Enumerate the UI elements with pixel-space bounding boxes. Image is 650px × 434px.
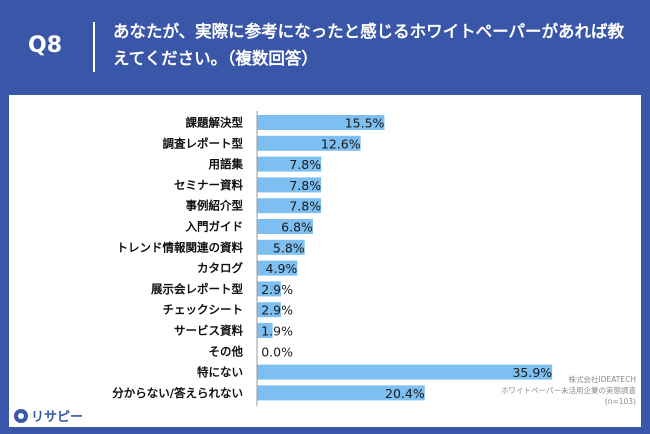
bar xyxy=(257,219,313,234)
value-label: 2.9% xyxy=(261,303,293,318)
category-label: 事例紹介型 xyxy=(186,199,244,213)
value-label: 15.5% xyxy=(345,116,385,131)
question-text: あなたが、実際に参考になったと感じるホワイトペーパーがあれば教えてください。（複… xyxy=(113,22,625,68)
value-label: 5.8% xyxy=(273,240,305,255)
bar xyxy=(257,385,425,401)
question-label: Q8 xyxy=(28,33,63,58)
category-label: 調査レポート型 xyxy=(163,136,244,150)
header: Q8 あなたが、実際に参考になったと感じるホワイトペーパーがあれば教えてください… xyxy=(0,0,650,90)
value-label: 7.8% xyxy=(289,157,321,172)
chart-panel: 課題解決型 15.5% 調査レポート型 12.6% 用語集 7.8% セミナー資料 7.8% 事… xyxy=(9,95,641,427)
bar xyxy=(257,323,273,338)
value-label: 7.8% xyxy=(289,178,321,193)
bar xyxy=(257,198,322,214)
category-label: 展示会レポート型 xyxy=(150,282,243,296)
value-label: 20.4% xyxy=(385,386,425,401)
header-divider xyxy=(93,22,95,72)
value-label: 35.9% xyxy=(512,365,552,380)
bar xyxy=(257,156,322,172)
bar xyxy=(257,260,298,276)
credit-company: 株式会社IDEATECH xyxy=(568,375,636,384)
category-label: 用語集 xyxy=(208,157,244,171)
bar xyxy=(257,135,361,151)
category-label: トレンド情報関連の資料 xyxy=(117,240,244,254)
credit-sample-size: (n=103) xyxy=(604,397,636,406)
bar xyxy=(257,281,281,297)
category-label: 課題解決型 xyxy=(186,116,244,130)
category-label: その他 xyxy=(209,344,244,358)
value-label: 6.8% xyxy=(281,220,313,235)
bar xyxy=(257,364,553,380)
value-label: 12.6% xyxy=(321,136,361,151)
value-label: 0.0% xyxy=(261,344,293,359)
category-label: 入門ガイド xyxy=(186,220,244,234)
category-label: 特にない xyxy=(197,365,243,379)
bar xyxy=(257,177,322,193)
category-label: 分からない/答えられない xyxy=(112,386,243,400)
category-label: サービス資料 xyxy=(174,324,243,338)
brand-logo: リサピー xyxy=(14,406,83,425)
value-label: 7.8% xyxy=(289,199,321,214)
credit-survey-title: ホワイトペーパー未活用企業の実態調査 xyxy=(501,386,636,395)
bar xyxy=(257,239,305,255)
value-label: 1.9% xyxy=(261,324,293,339)
survey-credit: 株式会社IDEATECH ホワイトペーパー未活用企業の実態調査 (n=103) xyxy=(436,374,636,407)
category-label: カタログ xyxy=(197,261,243,275)
bar xyxy=(257,115,385,130)
bar xyxy=(257,302,281,318)
value-label: 2.9% xyxy=(261,282,293,297)
category-label: チェックシート xyxy=(163,303,244,317)
category-label: セミナー資料 xyxy=(174,178,243,192)
brand-icon xyxy=(14,408,28,423)
bar-chart: 課題解決型 15.5% 調査レポート型 12.6% 用語集 7.8% セミナー資料 7.8% 事… xyxy=(112,111,553,407)
value-label: 4.9% xyxy=(266,261,298,276)
brand-name: リサピー xyxy=(31,410,84,425)
